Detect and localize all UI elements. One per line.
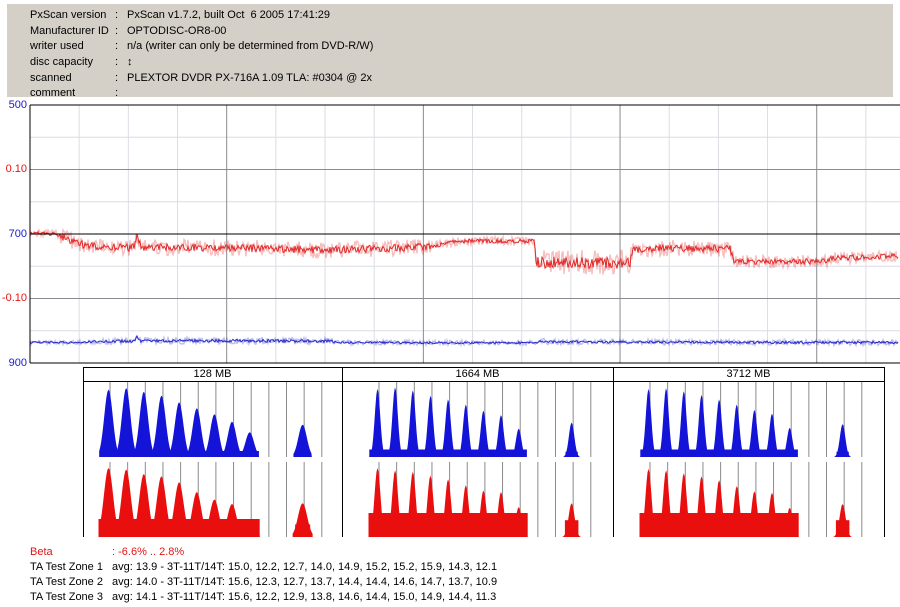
meta-label: PxScan version xyxy=(30,9,107,21)
ta-zone3-row: TA Test Zone 3 avg: 14.1 - 3T-11T/14T: 15… xyxy=(30,590,497,605)
scan-info-panel: PxScan version: PxScan v1.7.2, built Oct … xyxy=(7,4,893,99)
meta-value: n/a (writer can only be determined from … xyxy=(127,40,374,53)
meta-row-writer: writer used: n/a (writer can only be dete… xyxy=(7,39,893,55)
ta-panel-header-1664mb: 1664 MB xyxy=(455,368,500,380)
meta-separator: : xyxy=(115,87,119,100)
meta-label: disc capacity xyxy=(30,56,93,69)
y-axis-label-700: 700 xyxy=(8,228,27,240)
meta-label: writer used xyxy=(30,40,84,53)
meta-value: ↕ xyxy=(127,56,133,69)
summary-value: avg: 13.9 - 3T-11T/14T: 15.0, 12.2, 12.7… xyxy=(112,561,498,573)
meta-row-comment: comment: xyxy=(7,86,893,102)
meta-row-version: PxScan version: PxScan v1.7.2, built Oct … xyxy=(7,8,893,24)
summary-label: TA Test Zone 1 xyxy=(30,561,103,573)
ta-panel-header-128mb: 128 MB xyxy=(193,368,232,380)
meta-row-capacity: disc capacity: ↕ xyxy=(7,55,893,71)
meta-row-manufacturer: Manufacturer ID: OPTODISC-OR8-00 xyxy=(7,24,893,40)
meta-separator: : xyxy=(115,56,119,69)
y-axis-label-900: 900 xyxy=(8,357,27,369)
summary-label: TA Test Zone 3 xyxy=(30,591,103,603)
meta-separator: : xyxy=(115,24,119,37)
ta-zone1-row: TA Test Zone 1 avg: 13.9 - 3T-11T/14T: 15… xyxy=(30,560,497,575)
summary-label: TA Test Zone 2 xyxy=(30,576,103,588)
meta-value: OPTODISC-OR8-00 xyxy=(127,24,227,37)
meta-label: comment xyxy=(30,87,76,100)
summary-value: : -6.6% .. 2.8% xyxy=(112,546,185,558)
meta-label: scanned xyxy=(30,71,72,84)
summary-value: avg: 14.0 - 3T-11T/14T: 15.6, 12.3, 12.7… xyxy=(112,576,498,588)
meta-value: PxScan v1.7.2, built Oct 6 2005 17:41:29 xyxy=(127,9,331,21)
ta-zone2-row: TA Test Zone 2 avg: 14.0 - 3T-11T/14T: 15… xyxy=(30,575,497,590)
meta-label: Manufacturer ID xyxy=(30,24,109,37)
beta-summary-row: Beta : -6.6% .. 2.8% xyxy=(30,545,497,560)
summary-label: Beta xyxy=(30,546,53,558)
y-axis-label-beta-pos: 0.10 xyxy=(5,163,27,175)
summary-block: Beta : -6.6% .. 2.8% TA Test Zone 1 avg: 1… xyxy=(30,545,497,605)
meta-value: PLEXTOR DVDR PX-716A 1.09 TLA: #0304 @ 2… xyxy=(127,71,372,84)
meta-row-scanned: scanned: PLEXTOR DVDR PX-716A 1.09 TLA: #… xyxy=(7,71,893,87)
meta-separator: : xyxy=(115,40,119,53)
ta-panel-header-3712mb: 3712 MB xyxy=(726,368,771,380)
y-axis-label-500: 500 xyxy=(8,99,27,111)
summary-value: avg: 14.1 - 3T-11T/14T: 15.6, 12.2, 12.9… xyxy=(112,591,497,603)
meta-separator: : xyxy=(115,71,119,84)
y-axis-label-beta-neg: -0.10 xyxy=(1,292,27,304)
meta-separator: : xyxy=(115,9,119,21)
